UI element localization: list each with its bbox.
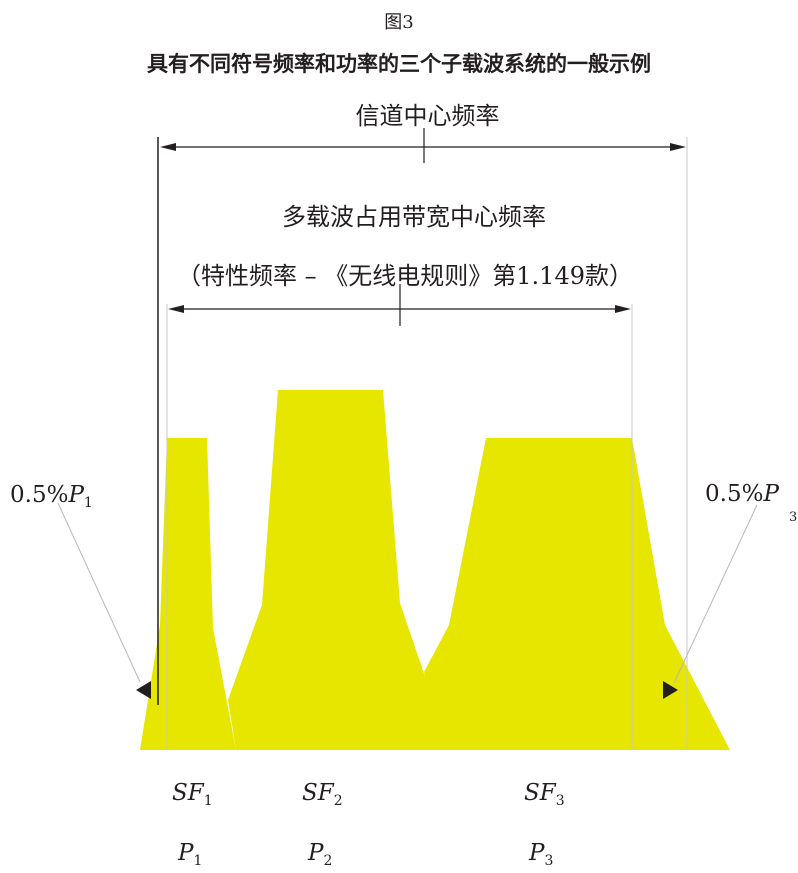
channel-arrowhead-left — [160, 143, 176, 151]
multicarrier-arrowhead-left — [168, 305, 184, 313]
right-pointer-arrow — [663, 681, 678, 699]
left-pointer-arrow — [136, 681, 151, 699]
channel-center-label: 信道中心频率 — [355, 102, 500, 130]
left-leader-line — [57, 502, 141, 683]
characteristic-frequency-label: （特性频率 – 《无线电规则》第1.149款） — [177, 262, 633, 290]
subcarrier-1-symbol-rate-label: SF1 — [172, 780, 213, 809]
subcarrier-3-shape — [424, 438, 730, 750]
subcarrier-2-shape — [228, 390, 450, 750]
right-leader-line — [673, 504, 758, 684]
right-edge-power-subscript: 3 — [789, 510, 798, 525]
subcarrier-2-symbol-rate-label: SF2 — [302, 780, 343, 809]
subcarrier-1-shape — [140, 438, 236, 750]
right-edge-power-label: 0.5%P — [705, 481, 779, 507]
multicarrier-arrowhead-right — [615, 305, 631, 313]
subcarrier-2-power-label: P2 — [308, 840, 333, 869]
subcarrier-1-power-label: P1 — [178, 840, 203, 869]
figure-title: 具有不同符号频率和功率的三个子载波系统的一般示例 — [147, 52, 651, 76]
left-edge-power-label: 0.5%P1 — [10, 482, 93, 511]
channel-arrowhead-right — [670, 143, 686, 151]
figure-label: 图3 — [384, 12, 414, 33]
subcarrier-3-symbol-rate-label: SF3 — [524, 780, 565, 809]
subcarrier-3-power-label: P3 — [529, 840, 554, 869]
multicarrier-center-label: 多载波占用带宽中心频率 — [282, 203, 546, 231]
